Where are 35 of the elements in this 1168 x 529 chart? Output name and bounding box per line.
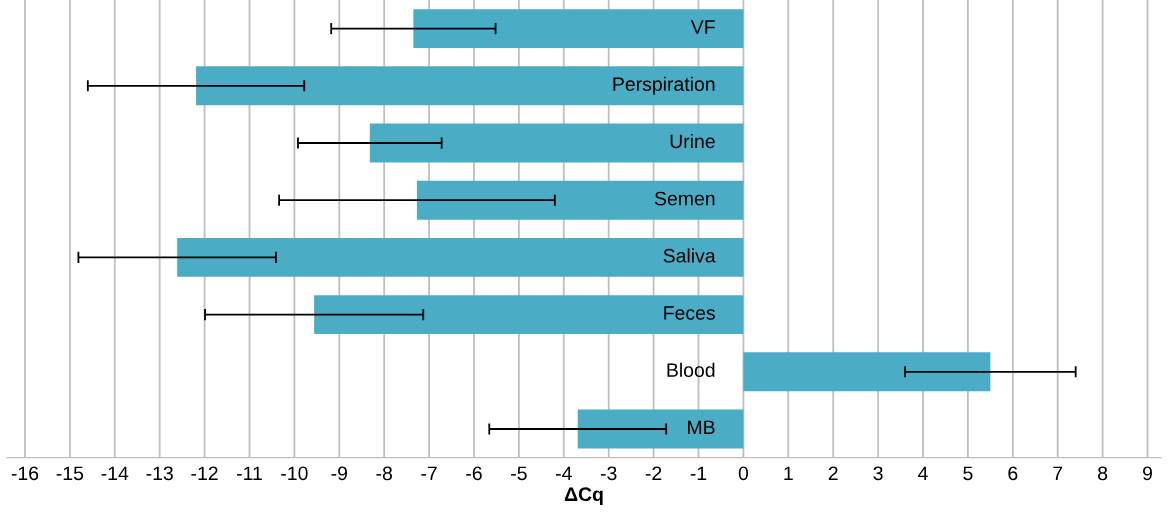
x-tick-label: 3 <box>873 466 883 481</box>
x-tick-label: -8 <box>376 466 392 481</box>
x-tick-label: 1 <box>784 466 793 481</box>
x-tick-label: -12 <box>191 466 218 481</box>
x-tick-label: 9 <box>1143 466 1153 481</box>
x-tick-label: 7 <box>1053 466 1063 481</box>
y-tick-label: MB <box>688 420 715 435</box>
x-tick-label: -5 <box>511 466 527 481</box>
x-tick-label: 5 <box>963 466 973 481</box>
x-tick-label: -13 <box>146 466 173 481</box>
x-tick-label: 2 <box>828 466 838 481</box>
x-tick-label: -2 <box>645 466 662 481</box>
x-tick-label: 8 <box>1098 466 1108 481</box>
x-tick-label: -16 <box>11 466 39 481</box>
x-tick-label: -1 <box>690 466 707 481</box>
y-tick-label: Semen <box>654 191 715 206</box>
x-tick-label: -9 <box>331 466 348 481</box>
x-tick-label: -6 <box>466 466 482 481</box>
x-tick-label: 0 <box>738 466 749 481</box>
x-tick-label: -3 <box>600 466 617 481</box>
x-tick-label: -14 <box>101 466 129 481</box>
y-tick-label: VF <box>690 20 715 34</box>
x-tick-label: 4 <box>918 466 928 481</box>
x-tick-label: -10 <box>281 466 308 481</box>
x-axis-title: ΔCq <box>564 487 603 505</box>
y-tick-label: Perspiration <box>613 76 715 95</box>
x-tick-label: 6 <box>1008 466 1018 481</box>
x-tick-label: -11 <box>237 466 262 481</box>
y-tick-label: Feces <box>664 306 715 320</box>
y-tick-label: Saliva <box>663 248 716 263</box>
x-tick-label: -15 <box>56 466 84 481</box>
x-tick-label: -4 <box>556 466 572 481</box>
y-tick-label: Urine <box>670 133 715 149</box>
y-tick-label: Blood <box>667 362 715 378</box>
x-tick-label: -7 <box>421 466 437 481</box>
